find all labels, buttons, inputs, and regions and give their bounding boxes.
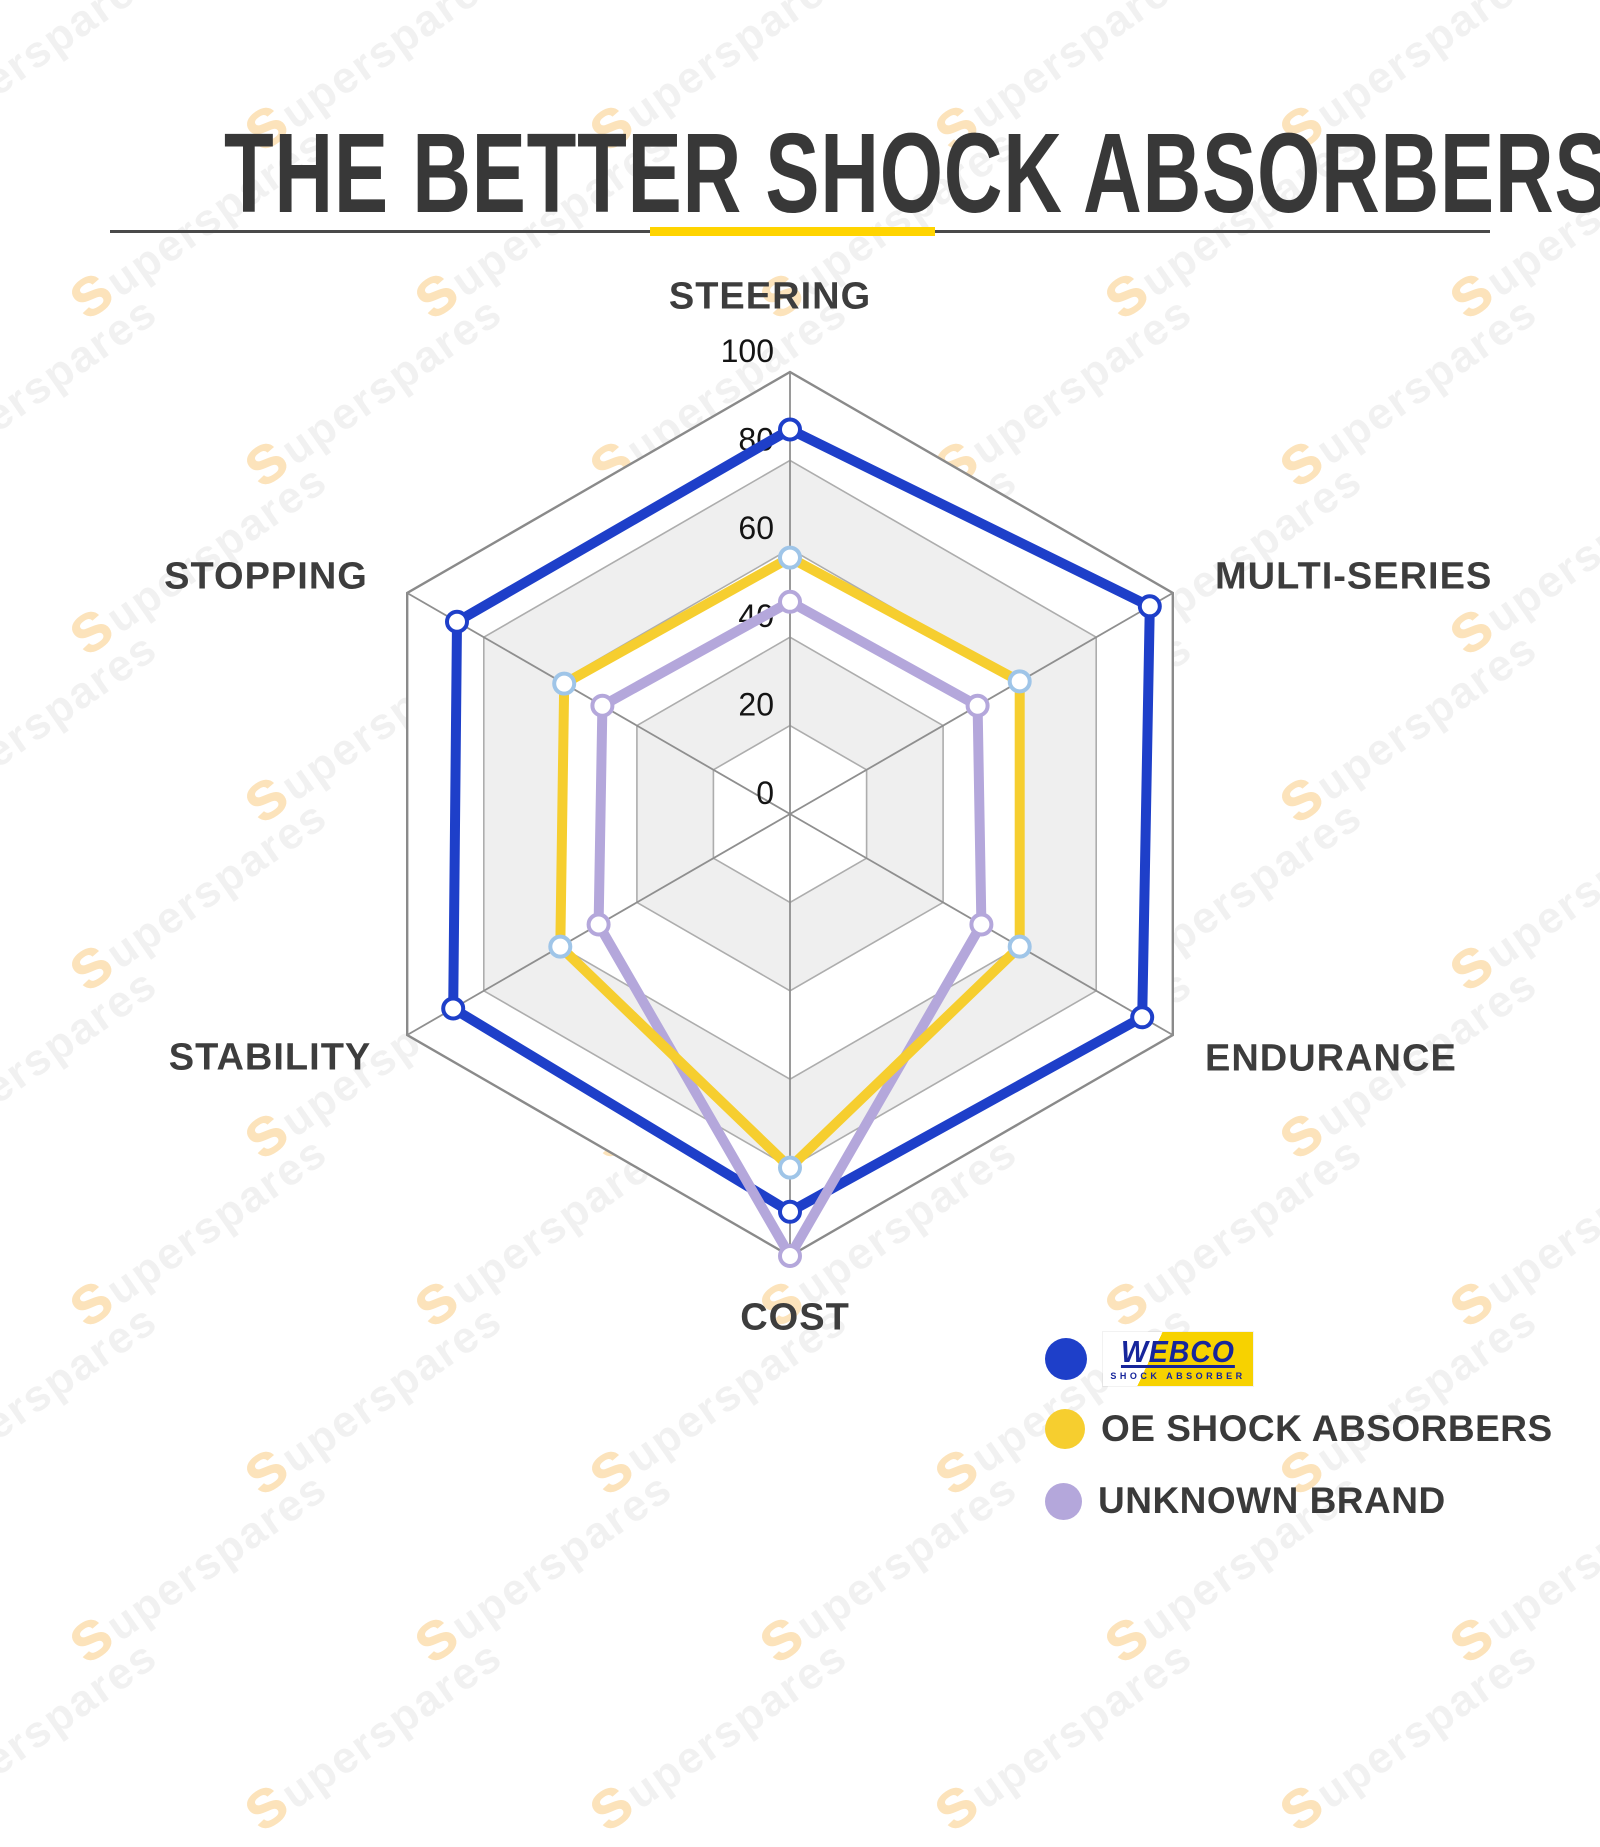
legend-label-unknown: UNKNOWN BRAND (1098, 1480, 1446, 1521)
webco-logo-subtitle: SHOCK ABSORBER (1110, 1370, 1246, 1381)
legend-dot-oe (1045, 1409, 1085, 1449)
webco-logo: WEBCO SHOCK ABSORBER (1103, 1332, 1253, 1386)
legend-label-oe: OE SHOCK ABSORBERS (1101, 1408, 1553, 1449)
axis-label-multi-series: MULTI-SERIES (1215, 555, 1493, 598)
watermark-text: superspares (914, 1631, 1202, 1847)
watermark-text: superspares (224, 1631, 512, 1847)
watermark-text: superspares (1259, 1631, 1547, 1847)
webco-logo-word: WEBCO (1121, 1333, 1235, 1369)
legend-dot-webco (1045, 1338, 1087, 1380)
series-0-marker-0 (778, 417, 802, 442)
series-1-marker-4 (548, 934, 573, 959)
radar-chart-area: 0 20 40 60 80 100 STEERING MULTI-SERIES ENDUR… (164, 275, 1493, 1339)
series-2-marker-5 (590, 693, 615, 718)
series-1-marker-2 (1007, 934, 1032, 959)
series-2-marker-1 (965, 693, 990, 718)
series-2-marker-3 (778, 1244, 802, 1268)
series-1-marker-0 (778, 545, 802, 570)
watermark-text: superspares (569, 1631, 857, 1847)
legend-item-webco: WEBCO SHOCK ABSORBER (1045, 1332, 1253, 1386)
tick-label-0: 0 (756, 775, 774, 811)
axis-label-endurance: ENDURANCE (1205, 1037, 1457, 1080)
series-2-marker-0 (778, 589, 802, 614)
watermark-text: superspares (0, 1631, 167, 1819)
legend-item-unknown: UNKNOWN BRAND (1045, 1480, 1446, 1522)
page-title: THE BETTER SHOCK ABSORBERS (224, 110, 1600, 236)
axis-label-stability: STABILITY (168, 1036, 372, 1079)
series-0-marker-3 (778, 1199, 802, 1224)
tick-label-60: 60 (738, 510, 774, 546)
series-1-marker-3 (778, 1155, 802, 1180)
header-divider-accent (650, 227, 935, 236)
series-0-marker-5 (445, 609, 469, 634)
axis-label-stopping: STOPPING (164, 555, 368, 598)
series-0-marker-4 (441, 996, 466, 1021)
series-2-marker-2 (969, 912, 994, 937)
series-1-marker-5 (552, 671, 577, 696)
tick-label-20: 20 (738, 687, 774, 723)
axis-label-cost: COST (740, 1296, 850, 1339)
axis-label-steering: STEERING (668, 275, 872, 318)
legend-dot-unknown (1045, 1482, 1082, 1520)
series-1-marker-1 (1007, 669, 1032, 694)
legend-item-oe: OE SHOCK ABSORBERS (1045, 1408, 1553, 1450)
tick-label-100: 100 (721, 333, 774, 369)
series-0-marker-1 (1137, 594, 1162, 619)
series-2-marker-4 (586, 912, 611, 937)
series-0-marker-2 (1130, 1005, 1155, 1030)
